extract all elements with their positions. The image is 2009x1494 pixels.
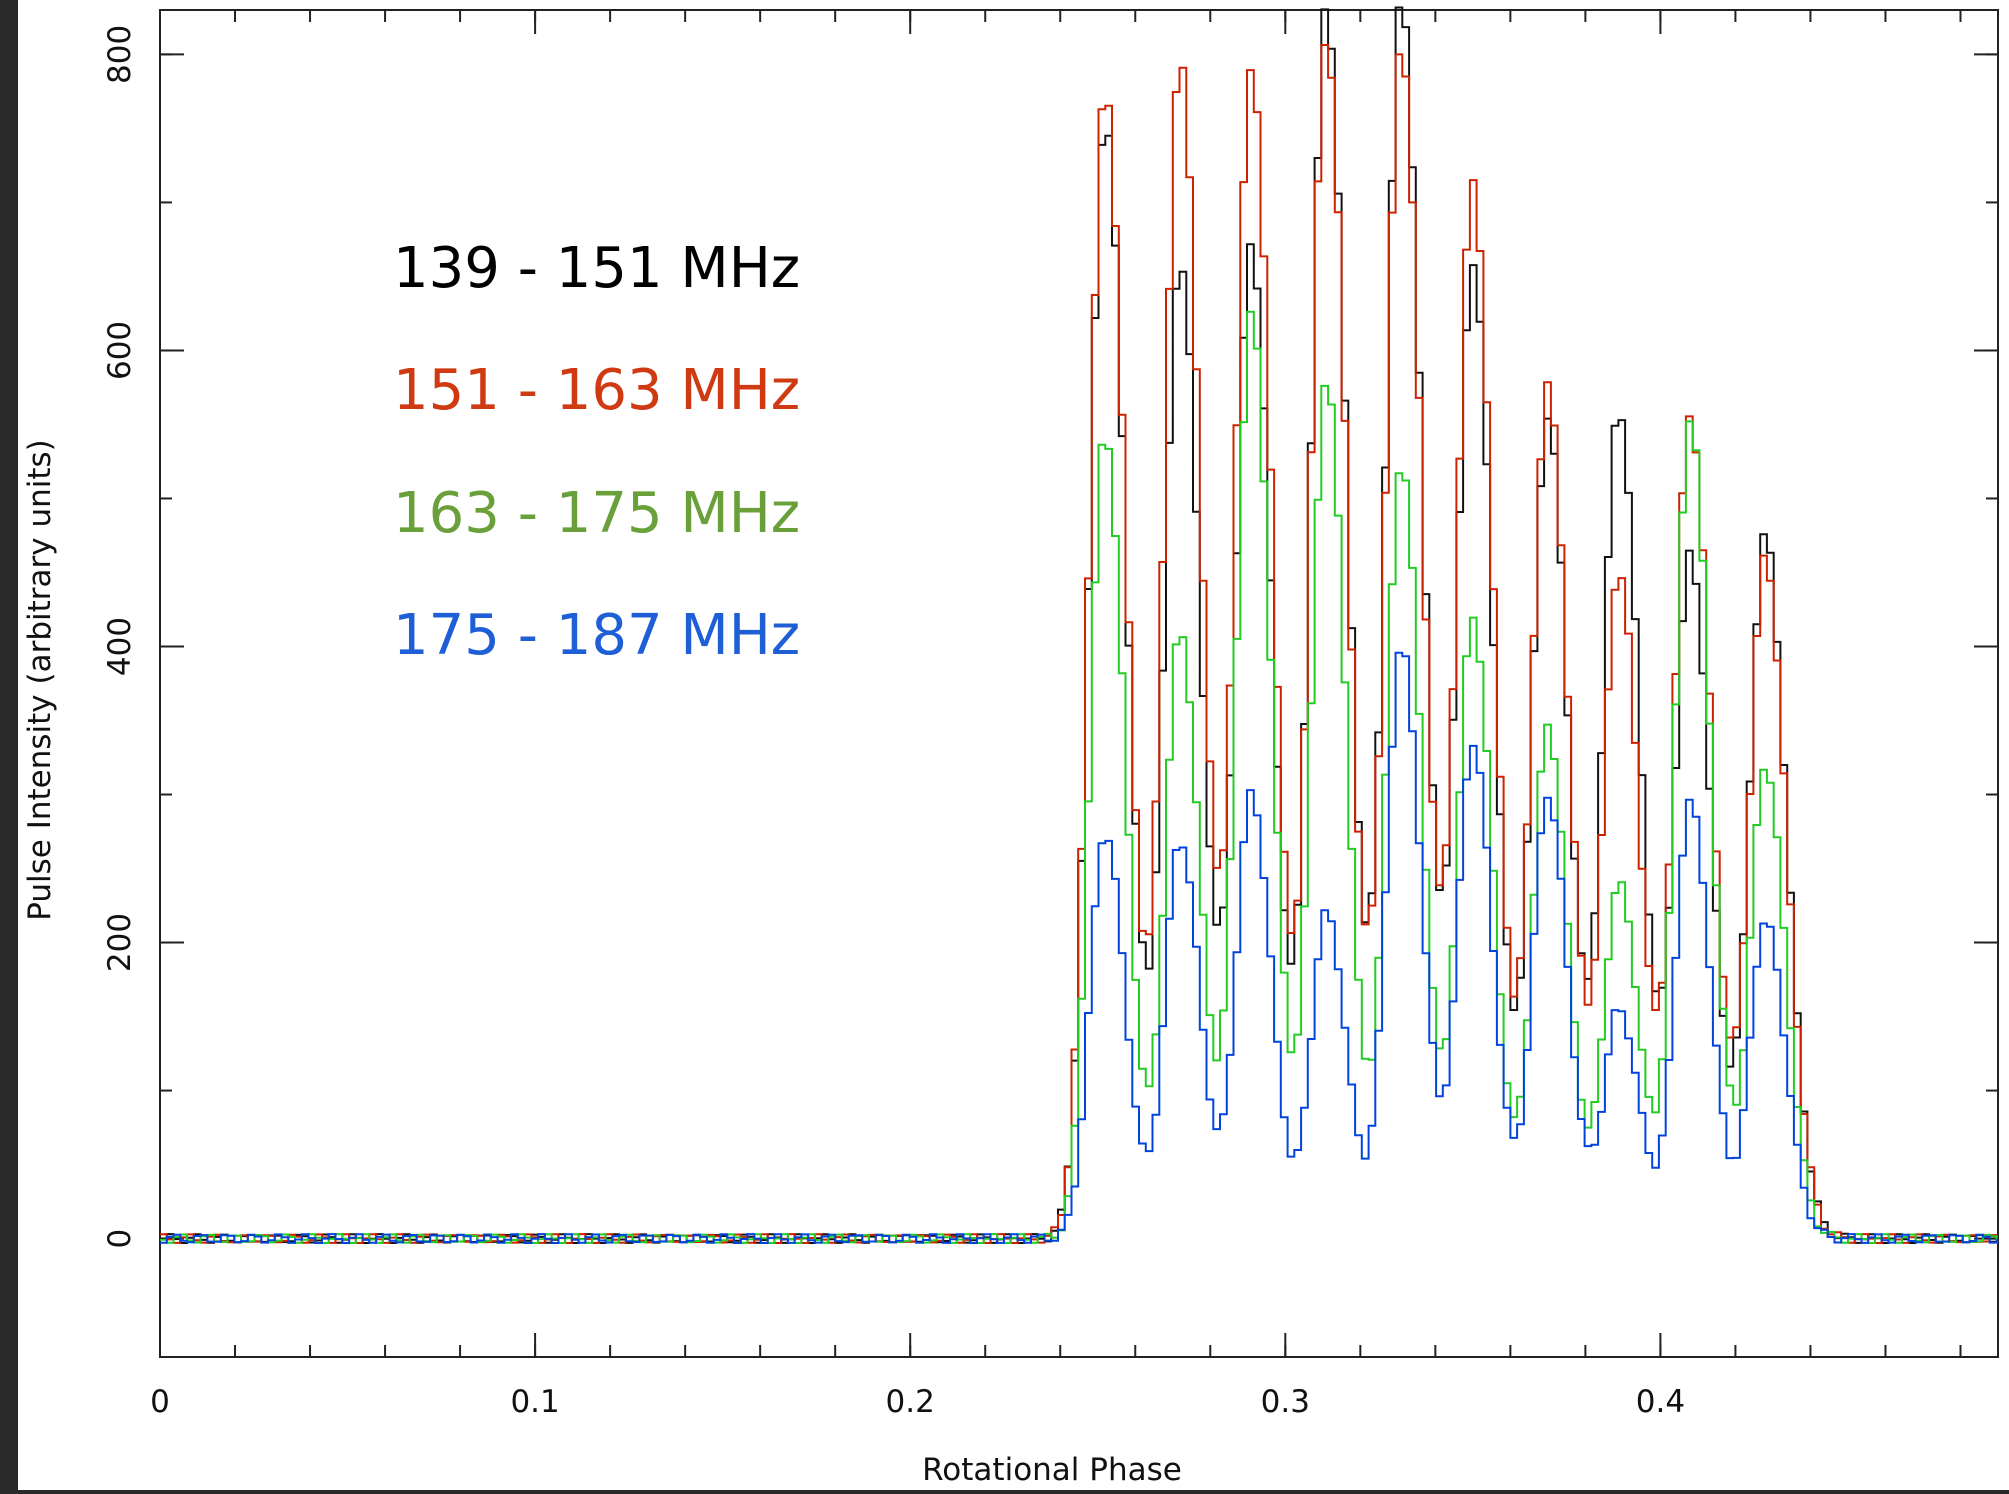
y-tick-label: 400 xyxy=(102,617,138,676)
x-tick-label: 0.4 xyxy=(1636,1384,1685,1420)
x-tick-label: 0.2 xyxy=(886,1384,935,1420)
plot-area xyxy=(18,0,2009,1490)
y-tick-label: 0 xyxy=(102,1229,138,1249)
x-tick-label: 0.3 xyxy=(1261,1384,1310,1420)
series-lines xyxy=(160,6,1998,1244)
y-tick-label: 600 xyxy=(102,321,138,380)
legend-entry-2: 151 - 163 MHz xyxy=(393,358,800,423)
x-axis-label: Rotational Phase xyxy=(922,1452,1182,1488)
y-tick-label: 200 xyxy=(102,913,138,972)
series-line-2 xyxy=(160,44,1998,1244)
axes xyxy=(159,9,1999,1358)
legend: 139 - 151 MHz 151 - 163 MHz 163 - 175 MH… xyxy=(393,236,800,668)
y-tick-label: 800 xyxy=(102,25,138,84)
legend-entry-3: 163 - 175 MHz xyxy=(393,481,800,546)
y-axis-label: Pulse Intensity (arbitrary units) xyxy=(22,439,58,921)
plot-border xyxy=(159,9,1999,1358)
series-line-3 xyxy=(160,310,1998,1244)
x-tick-label: 0 xyxy=(150,1384,170,1420)
legend-entry-4: 175 - 187 MHz xyxy=(393,603,800,668)
series-line-4 xyxy=(160,651,1998,1244)
x-tick-label: 0.1 xyxy=(510,1384,559,1420)
legend-entry-1: 139 - 151 MHz xyxy=(393,236,800,301)
tick-labels: 0 0.1 0.2 0.3 0.4 0 200 400 600 800 xyxy=(102,25,1685,1420)
